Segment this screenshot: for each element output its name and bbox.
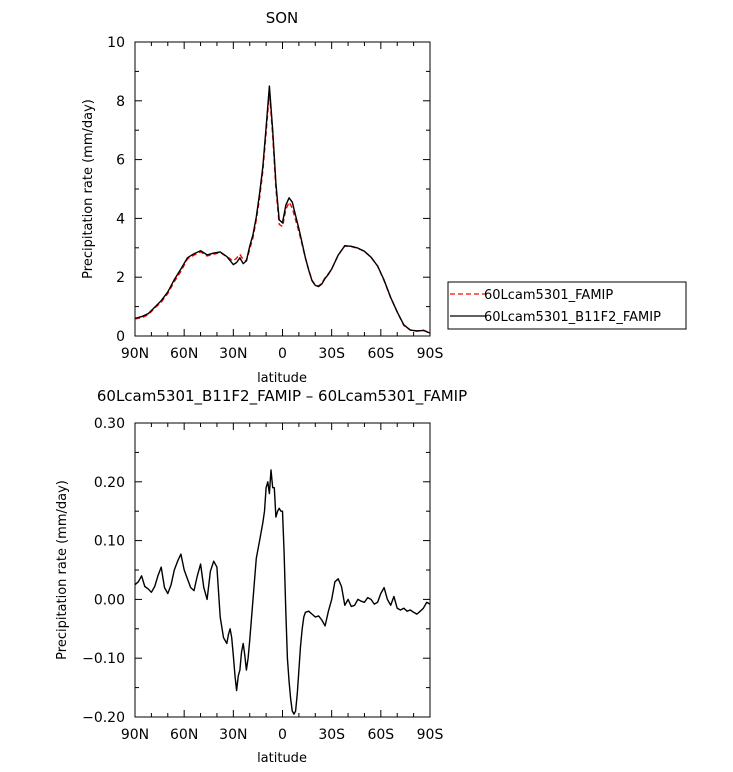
top-y-tick-label: 0 bbox=[116, 329, 125, 345]
top-x-tick-label: 90N bbox=[121, 346, 149, 362]
top-y-tick-label: 8 bbox=[116, 94, 125, 110]
top-series-line-0 bbox=[134, 91, 431, 334]
top-x-tick-label: 90S bbox=[417, 346, 444, 362]
top-y-tick-label: 4 bbox=[116, 211, 125, 227]
bottom-series-lines bbox=[134, 469, 431, 715]
top-y-axis-label: Precipitation rate (mm/day) bbox=[81, 99, 96, 279]
bottom-x-tick-label: 0 bbox=[278, 727, 287, 743]
bottom-chart-title: 60Lcam5301_B11F2_FAMIP – 60Lcam5301_FAMI… bbox=[97, 387, 467, 406]
bottom-x-tick-label: 90S bbox=[417, 727, 444, 743]
bottom-x-tick-label: 60N bbox=[170, 727, 198, 743]
bottom-y-tick-label: 0.20 bbox=[94, 475, 125, 491]
bottom-x-axis-label: latitude bbox=[257, 751, 307, 766]
top-y-tick-label: 10 bbox=[107, 35, 125, 51]
top-x-tick-label: 30N bbox=[219, 346, 247, 362]
top-plot-frame bbox=[134, 41, 431, 337]
top-series-line-1 bbox=[134, 85, 431, 334]
legend-label-famip: 60Lcam5301_FAMIP bbox=[484, 288, 613, 303]
top-x-tick-label: 30S bbox=[318, 346, 345, 362]
top-x-tick-label: 60N bbox=[170, 346, 198, 362]
top-series-lines bbox=[134, 85, 431, 334]
bottom-axis-ticks: 90N 60N 30N 0 30S 60S 90S −0.20 −0.10 0.00 0.10 0.2… bbox=[82, 416, 443, 743]
bottom-y-tick-label: 0.00 bbox=[94, 592, 125, 608]
top-y-tick-label: 2 bbox=[116, 270, 125, 286]
top-x-tick-label: 0 bbox=[278, 346, 287, 362]
bottom-y-tick-label: 0.30 bbox=[94, 416, 125, 432]
top-y-tick-label: 6 bbox=[116, 153, 125, 169]
top-chart-title: SON bbox=[266, 9, 299, 27]
bottom-plot-frame bbox=[134, 422, 431, 718]
top-x-tick-label: 60S bbox=[367, 346, 394, 362]
bottom-y-tick-label: 0.10 bbox=[94, 534, 125, 550]
top-x-axis-label: latitude bbox=[257, 371, 307, 386]
bottom-y-tick-label: −0.20 bbox=[82, 710, 125, 726]
legend: 60Lcam5301_FAMIP 60Lcam5301_B11F2_FAMIP bbox=[447, 281, 687, 330]
legend-box bbox=[447, 281, 687, 330]
top-axis-ticks: 90N 60N 30N 0 30S 60S 90S 0 2 4 6 8 10 bbox=[107, 35, 443, 362]
bottom-y-tick-label: −0.10 bbox=[82, 651, 125, 667]
bottom-x-tick-label: 90N bbox=[121, 727, 149, 743]
bottom-panel: 60Lcam5301_B11F2_FAMIP – 60Lcam5301_FAMI… bbox=[55, 387, 467, 766]
bottom-y-axis-label: Precipitation rate (mm/day) bbox=[55, 480, 70, 660]
bottom-x-tick-label: 60S bbox=[367, 727, 394, 743]
legend-label-b11f2: 60Lcam5301_B11F2_FAMIP bbox=[484, 310, 661, 325]
bottom-x-tick-label: 30S bbox=[318, 727, 345, 743]
bottom-series-line-0 bbox=[134, 469, 431, 715]
bottom-x-tick-label: 30N bbox=[219, 727, 247, 743]
